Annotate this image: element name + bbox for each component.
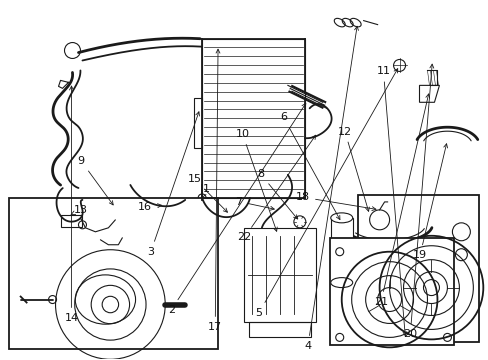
Text: 3: 3 bbox=[147, 112, 199, 257]
Bar bbox=[244, 228, 315, 323]
Text: 13: 13 bbox=[71, 205, 88, 215]
Ellipse shape bbox=[330, 278, 352, 288]
Text: 11: 11 bbox=[376, 66, 406, 336]
Bar bbox=[329, 238, 453, 345]
Bar bbox=[330, 218, 352, 283]
Text: 16: 16 bbox=[138, 202, 161, 212]
Text: 19: 19 bbox=[412, 144, 447, 260]
Text: 1: 1 bbox=[202, 184, 209, 197]
Bar bbox=[194, 98, 202, 148]
Text: 4: 4 bbox=[304, 26, 358, 351]
Ellipse shape bbox=[330, 213, 352, 223]
Bar bbox=[248, 323, 310, 337]
Text: 8: 8 bbox=[257, 169, 297, 219]
Text: 17: 17 bbox=[208, 49, 222, 332]
Text: 14: 14 bbox=[64, 86, 78, 323]
Text: 6: 6 bbox=[280, 112, 339, 220]
Bar bbox=[9, 198, 218, 349]
Polygon shape bbox=[0, 80, 5, 88]
Text: 2: 2 bbox=[167, 103, 305, 315]
Text: 20: 20 bbox=[403, 64, 433, 339]
Text: 22: 22 bbox=[237, 135, 315, 242]
Polygon shape bbox=[0, 58, 5, 68]
Text: 5: 5 bbox=[255, 69, 397, 318]
Text: 12: 12 bbox=[337, 127, 368, 211]
Bar bbox=[357, 195, 478, 342]
Text: 9: 9 bbox=[78, 156, 113, 205]
Bar bbox=[202, 39, 304, 198]
Text: 21: 21 bbox=[373, 94, 429, 307]
Text: 10: 10 bbox=[235, 129, 277, 231]
Text: 7: 7 bbox=[235, 197, 274, 210]
Bar bbox=[61, 215, 82, 227]
Text: 15: 15 bbox=[187, 174, 227, 212]
Text: 18: 18 bbox=[295, 192, 375, 211]
